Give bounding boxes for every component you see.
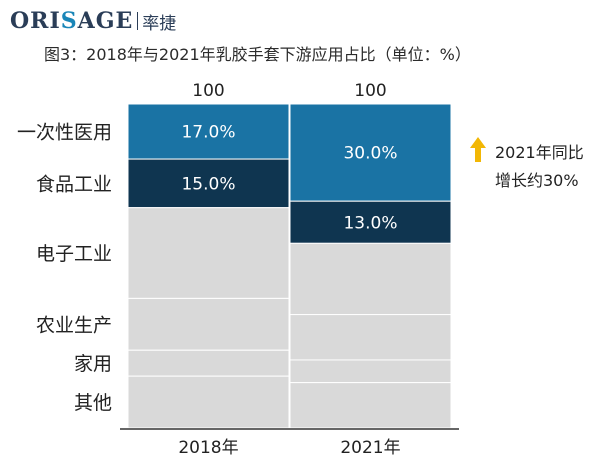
bar-segment-3-2 (289, 242, 452, 316)
segment-label: 电子工业 (36, 243, 112, 265)
segment-label: 农业生产 (36, 314, 112, 336)
bar-segment-2-2 (289, 200, 452, 244)
chart-title: 图3：2018年与2021年乳胶手套下游应用占比（单位：%） (44, 45, 471, 64)
total-label: 100 (192, 81, 224, 101)
data-label: 17.0% (181, 123, 235, 143)
x-tick-label: 2021年 (340, 438, 400, 458)
growth-annotation: 2021年同比 增长约30% (470, 137, 584, 190)
data-label: 13.0% (343, 213, 397, 233)
bar-segment-2-1 (127, 158, 290, 209)
bar-segment-5-2 (289, 359, 452, 384)
logo-wordmark: ORISAGE (10, 8, 134, 34)
bar-segment-4-1 (127, 297, 290, 351)
segment-label: 食品工业 (36, 173, 112, 195)
x-tick-label: 2018年 (178, 438, 238, 458)
bar-segment-5-1 (127, 349, 290, 377)
logo-chinese: 率捷 (142, 13, 177, 34)
total-label: 100 (354, 81, 386, 101)
bar-segment-1-2 (289, 103, 452, 202)
data-label: 30.0% (343, 144, 397, 164)
annotation-line-1: 2021年同比 (495, 143, 584, 162)
bar-segment-3-1 (127, 207, 290, 299)
up-arrow-icon (470, 137, 486, 162)
bars-group (127, 103, 452, 429)
bar-segment-6-1 (127, 375, 290, 429)
data-label: 15.0% (181, 174, 235, 194)
segment-label: 家用 (74, 353, 112, 375)
annotation-line-2: 增长约30% (495, 171, 579, 190)
bar-segment-1-1 (127, 103, 290, 160)
labels-group: 17.0% 15.0% 100 2018年 30.0% 13.0% 100 2021年 一次性医… (17, 81, 401, 458)
segment-label: 一次性医用 (17, 122, 112, 144)
logo-divider (137, 12, 139, 30)
bar-segment-6-2 (289, 382, 452, 429)
brand-logo: ORISAGE 率捷 (10, 8, 176, 34)
segment-label: 其他 (74, 392, 112, 414)
bar-segment-4-2 (289, 314, 452, 361)
